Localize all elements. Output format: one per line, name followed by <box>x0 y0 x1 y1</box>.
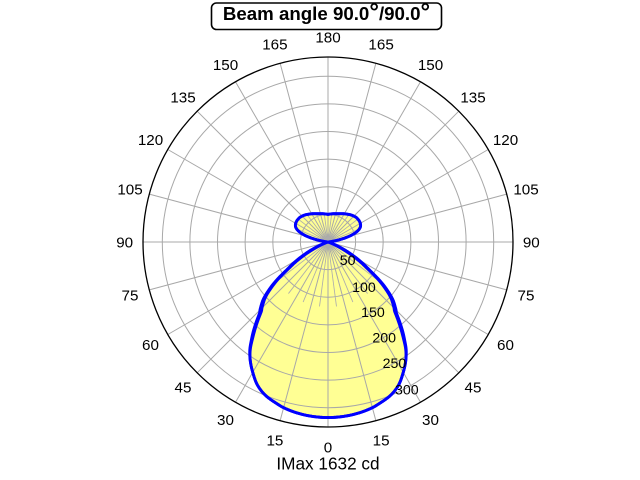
svg-text:30: 30 <box>422 412 439 429</box>
svg-text:15: 15 <box>373 432 390 449</box>
svg-text:45: 45 <box>175 379 192 396</box>
svg-text:50: 50 <box>340 253 356 269</box>
svg-text:135: 135 <box>460 89 485 106</box>
svg-text:IMax 1632 cd: IMax 1632 cd <box>276 454 379 474</box>
svg-text:Beam angle 90.0°/90.0°: Beam angle 90.0°/90.0° <box>223 0 430 26</box>
svg-text:300: 300 <box>395 383 419 399</box>
svg-text:0: 0 <box>324 439 332 456</box>
svg-text:60: 60 <box>497 337 514 354</box>
svg-text:105: 105 <box>513 181 538 198</box>
svg-text:150: 150 <box>418 57 443 74</box>
svg-text:120: 120 <box>493 132 518 149</box>
svg-text:165: 165 <box>368 36 393 53</box>
svg-text:120: 120 <box>138 132 163 149</box>
svg-text:165: 165 <box>262 36 287 53</box>
svg-text:150: 150 <box>361 305 385 321</box>
svg-text:200: 200 <box>372 331 396 347</box>
svg-text:15: 15 <box>266 432 283 449</box>
svg-text:105: 105 <box>117 181 142 198</box>
svg-text:90: 90 <box>523 234 540 251</box>
svg-text:250: 250 <box>383 356 407 372</box>
svg-text:75: 75 <box>122 288 139 305</box>
svg-text:135: 135 <box>170 89 195 106</box>
svg-text:30: 30 <box>217 412 234 429</box>
svg-text:100: 100 <box>352 280 376 296</box>
svg-text:90: 90 <box>116 234 133 251</box>
svg-text:180: 180 <box>315 29 340 46</box>
svg-text:150: 150 <box>213 57 238 74</box>
svg-text:45: 45 <box>465 379 482 396</box>
svg-text:75: 75 <box>518 288 535 305</box>
svg-text:60: 60 <box>142 337 159 354</box>
